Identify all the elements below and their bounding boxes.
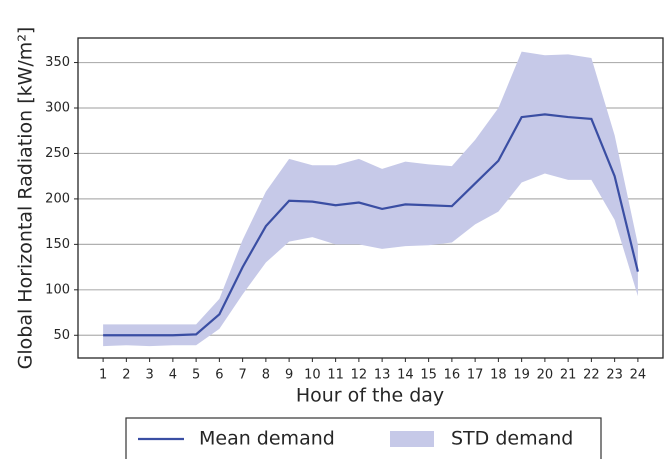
y-tick-label: 300	[45, 101, 70, 116]
x-tick-label: 12	[351, 368, 368, 383]
x-tick-label: 17	[467, 368, 484, 383]
legend-label: STD demand	[451, 428, 573, 450]
legend-patch	[390, 431, 434, 447]
legend-label: Mean demand	[199, 428, 335, 450]
x-tick-label: 2	[122, 368, 130, 383]
x-axis-label: Hour of the day	[296, 385, 444, 407]
x-tick-label: 10	[304, 368, 321, 383]
x-tick-label: 1	[99, 368, 107, 383]
y-tick-label: 200	[45, 191, 70, 206]
y-tick-label: 100	[45, 282, 70, 297]
legend-box	[125, 417, 602, 459]
std-band	[103, 51, 638, 347]
x-tick-label: 19	[513, 368, 530, 383]
x-tick-label: 7	[238, 368, 246, 383]
x-tick-label: 4	[169, 368, 177, 383]
x-tick-label: 21	[560, 368, 577, 383]
x-tick-label: 24	[630, 368, 647, 383]
x-tick-label: 6	[215, 368, 223, 383]
x-tick-label: 8	[262, 368, 270, 383]
y-tick-label: 150	[45, 237, 70, 252]
plot-frame	[77, 37, 664, 359]
y-tick-label: 50	[53, 328, 70, 343]
x-tick-label: 15	[420, 368, 437, 383]
x-tick-label: 9	[285, 368, 293, 383]
x-tick-label: 18	[490, 368, 507, 383]
x-tick-label: 11	[327, 368, 344, 383]
x-tick-label: 23	[606, 368, 623, 383]
x-tick-label: 20	[537, 368, 554, 383]
x-tick-label: 3	[145, 368, 153, 383]
x-tick-label: 13	[374, 368, 391, 383]
x-tick-label: 5	[192, 368, 200, 383]
x-tick-label: 14	[397, 368, 414, 383]
x-tick-label: 22	[583, 368, 600, 383]
y-tick-label: 350	[45, 55, 70, 70]
y-axis-label: Global Horizontal Radiation [kW/m²]	[15, 27, 37, 370]
y-tick-label: 250	[45, 146, 70, 161]
mean-line	[103, 113, 639, 337]
x-tick-label: 16	[444, 368, 461, 383]
